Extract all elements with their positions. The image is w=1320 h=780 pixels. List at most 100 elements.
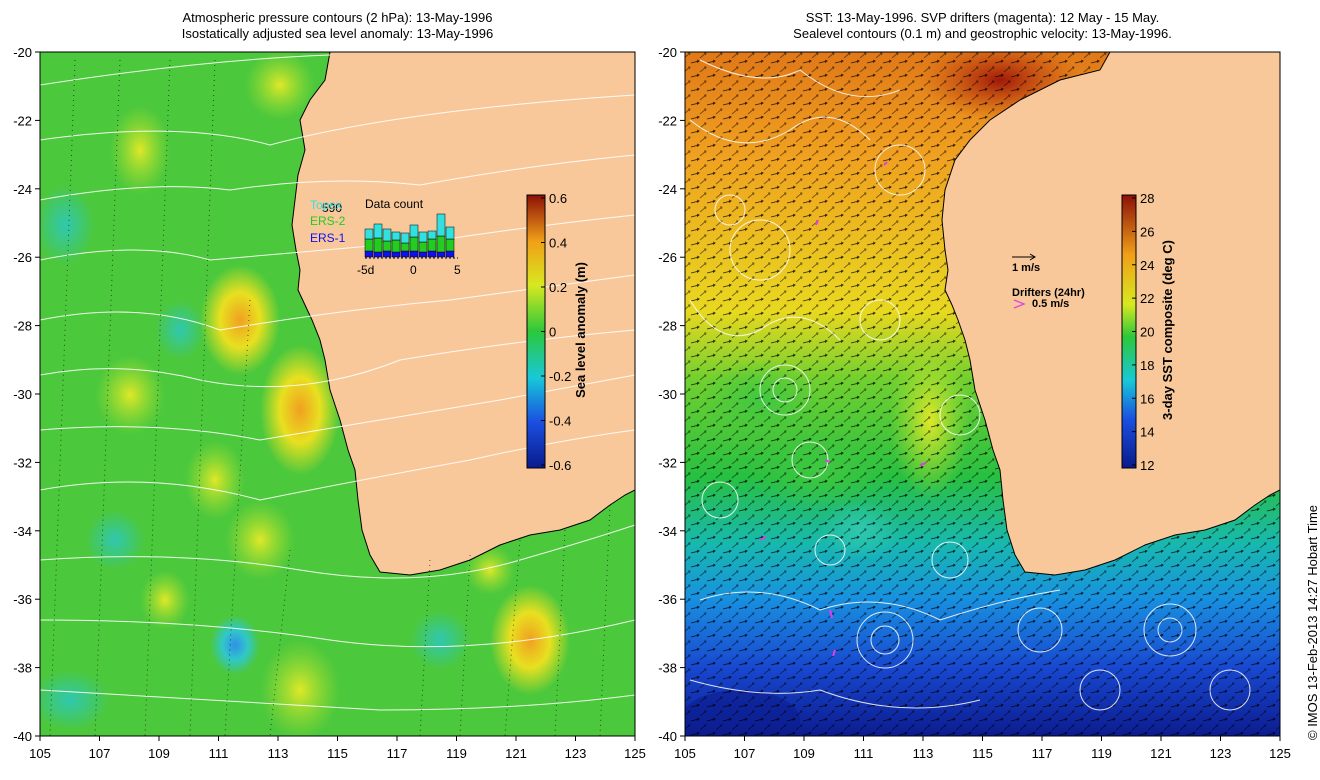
histogram-bar [427,230,437,240]
histogram-bar [382,250,392,258]
data-count-inset: Data count 590 Topex ERS-2 ERS-1 -5d 0 5 [310,197,461,277]
right-lon-tick-label: 109 [793,746,815,761]
histogram-bar [382,228,392,242]
histogram-bar [373,237,383,253]
right-lon-tick-label: 119 [1091,746,1112,761]
right-lat-tick-label: -20 [658,45,677,60]
left-lon-tick-label: 117 [387,746,408,761]
sla-colorbar-tick-label: 0.4 [549,236,567,251]
hist-tick-0: 0 [410,263,417,277]
left-lon-tick-label: 105 [29,746,51,761]
histogram-bar [436,251,446,258]
sst-colorbar-label: 3-day SST composite (deg C) [1160,240,1175,420]
legend-ers1: ERS-1 [310,231,346,245]
histogram-bar [427,238,437,252]
sst-colorbar-tick-label: 16 [1140,391,1154,406]
left-lat-tick-label: -34 [13,524,32,539]
copyright-credit: © IMOS 13-Feb-2013 14:27 Hobart Time [1305,504,1320,740]
sst-colorbar-tick-label: 28 [1140,191,1154,206]
histogram-bar [418,231,428,243]
left-title-line1: Atmospheric pressure contours (2 hPa): 1… [182,10,493,25]
left-map [40,52,635,736]
right-lon-tick-label: 113 [913,746,934,761]
left-lon-tick-label: 119 [446,746,467,761]
hist-tick-5: 5 [454,263,461,277]
histogram-bar [445,238,455,252]
sst-colorbar-tick-label: 24 [1140,258,1154,273]
histogram-bar [436,213,446,237]
left-lon-tick-label: 113 [268,746,289,761]
histogram-bar [364,238,374,252]
sea-level-anomaly-field [40,52,570,736]
svp-drifter-tracks [759,161,927,657]
australia-landmass-right [941,52,1280,576]
histogram-bar [373,251,383,258]
left-lon-tick-label: 111 [209,746,229,761]
sst-colorbar-tick-label: 18 [1140,358,1154,373]
velocity-scale-arrow [1012,253,1036,261]
sst-colorbar-tick-label: 20 [1140,325,1154,340]
right-lat-tick-label: -26 [658,250,677,265]
left-lat-tick-label: -30 [13,387,32,402]
right-lat-tick-label: -40 [658,729,677,744]
right-lon-tick-label: 117 [1032,746,1053,761]
right-lon-tick-label: 107 [734,746,756,761]
histogram-bar [364,250,374,258]
sst-colorbar-tick-label: 12 [1140,458,1154,473]
left-lon-tick-label: 107 [89,746,111,761]
left-lon-tick-label: 115 [327,746,348,761]
right-lon-tick-label: 121 [1150,746,1172,761]
satellite-tracks [49,59,611,736]
velocity-legend: 1 m/s Drifters (24hr) 0.5 m/s [1012,253,1085,310]
histogram-bar [427,250,437,258]
left-lat-tick-label: -36 [13,592,32,607]
right-lon-tick-label: 105 [674,746,696,761]
histogram-bar [382,240,392,252]
data-count-title: Data count [365,197,424,211]
histogram-bar [391,231,401,241]
sealevel-contours [689,59,1251,711]
legend-topex: Topex [310,198,342,212]
left-lat-tick-label: -38 [13,661,32,676]
histogram-bar [400,232,410,244]
right-lat-tick-label: -30 [658,387,677,402]
right-lon-tick-label: 115 [972,746,993,761]
histogram-bar [400,242,410,252]
legend-ers2: ERS-2 [310,214,346,228]
left-lon-tick-label: 123 [565,746,587,761]
right-map-title: SST: 13-May-1996. SVP drifters (magenta)… [685,10,1280,42]
sla-colorbar-tick-label: -0.2 [549,369,571,384]
left-lat-tick-label: -40 [13,729,32,744]
sst-colorbar-tick-label: 14 [1140,425,1154,440]
histogram-bar [373,223,383,239]
sla-colorbar-label: Sea level anomaly (m) [573,262,588,398]
sla-colorbar-tick-label: 0.6 [549,191,567,206]
left-lon-tick-label: 109 [148,746,170,761]
right-lat-tick-label: -22 [658,113,677,128]
histogram-bar [445,250,455,258]
left-lat-tick-label: -22 [13,113,32,128]
sst-colorbar-tick-label: 26 [1140,224,1154,239]
histogram-bar [445,226,455,240]
left-lat-tick-label: -26 [13,250,32,265]
left-axes: -20 -22 -24 -26 -28 -30 -32 -34 -36 -38 -40 105 107 1… [13,45,646,761]
right-lat-tick-label: -36 [658,592,677,607]
left-lat-tick-label: -24 [13,182,32,197]
right-axes: -20 -22 -24 -26 -28 -30 -32 -34 -36 -38 -40 105 107 1… [658,45,1291,761]
histogram-bar [391,251,401,258]
right-map [685,52,1280,736]
right-lon-tick-label: 123 [1210,746,1232,761]
sla-colorbar-tick-label: -0.4 [549,414,571,429]
drifters-scale-label: 0.5 m/s [1032,298,1069,310]
left-map-title: Atmospheric pressure contours (2 hPa): 1… [40,10,635,42]
drifter-scale-arrow [1013,299,1026,309]
histogram-bar [409,250,419,258]
left-lat-tick-label: -32 [13,455,32,470]
histogram-bar [409,224,419,238]
left-title-line2: Isostatically adjusted sea level anomaly… [181,26,494,41]
left-lat-tick-label: -20 [13,45,32,60]
right-lon-tick-label: 125 [1269,746,1291,761]
sla-colorbar-tick-label: -0.6 [549,458,571,473]
left-lon-tick-label: 125 [624,746,646,761]
